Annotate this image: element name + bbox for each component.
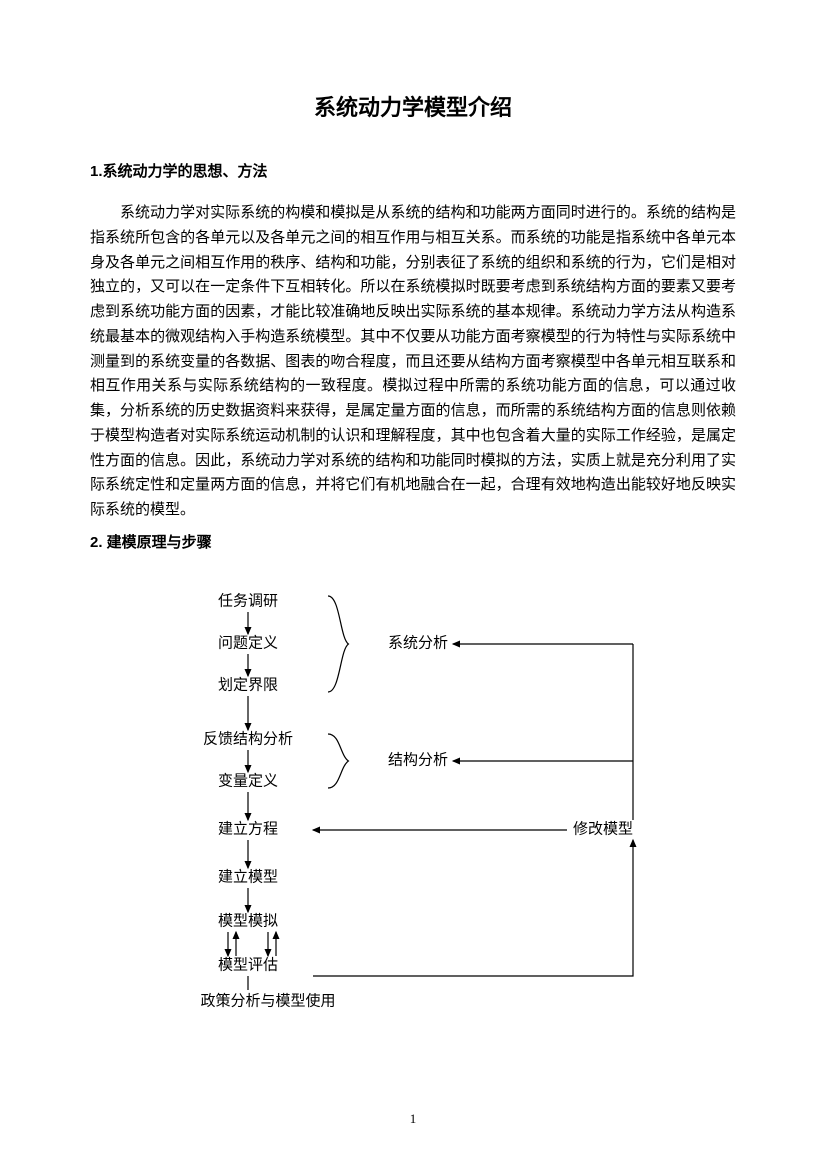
svg-text:反馈结构分析: 反馈结构分析 [203, 730, 293, 747]
flowchart-diagram: 任务调研问题定义划定界限反馈结构分析变量定义建立方程建立模型模型模拟模型评估政策… [153, 582, 673, 1017]
page-title: 系统动力学模型介绍 [90, 90, 736, 122]
page-number: 1 [0, 1111, 826, 1127]
svg-text:结构分析: 结构分析 [388, 751, 448, 768]
svg-text:政策分析与模型使用: 政策分析与模型使用 [200, 992, 335, 1009]
svg-text:问题定义: 问题定义 [218, 634, 278, 651]
svg-text:划定界限: 划定界限 [218, 676, 278, 693]
svg-text:建立方程: 建立方程 [218, 820, 278, 837]
svg-text:修改模型: 修改模型 [573, 820, 633, 837]
section2-heading: 2. 建模原理与步骤 [90, 531, 736, 552]
svg-text:任务调研: 任务调研 [218, 592, 278, 609]
section1-paragraph: 系统动力学对实际系统的构模和模拟是从系统的结构和功能两方面同时进行的。系统的结构… [90, 201, 736, 523]
svg-text:模型模拟: 模型模拟 [218, 912, 278, 929]
svg-text:系统分析: 系统分析 [388, 634, 448, 651]
svg-text:模型评估: 模型评估 [218, 956, 278, 973]
svg-text:建立模型: 建立模型 [218, 868, 278, 885]
svg-text:变量定义: 变量定义 [218, 772, 278, 789]
section1-heading: 1.系统动力学的思想、方法 [90, 160, 736, 181]
